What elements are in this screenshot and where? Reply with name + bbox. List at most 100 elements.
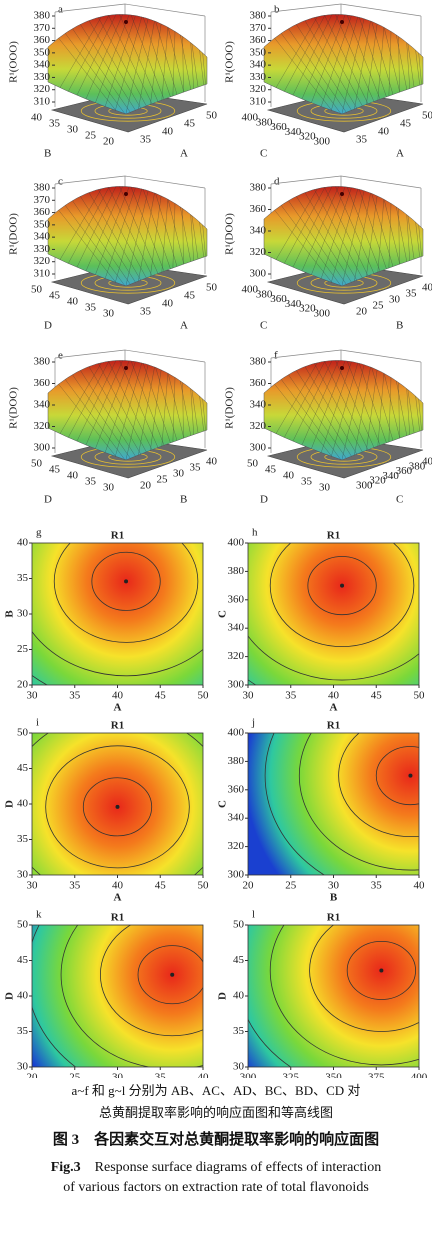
y-tick-label: 340: [228, 812, 245, 824]
x-tick-label: 30: [243, 690, 255, 702]
y-tick-label: 30: [17, 869, 29, 881]
z-axis-label: R¹(DOO): [224, 213, 236, 255]
surface: [263, 360, 424, 461]
surface-panel: d300320340360380R¹(DOO)40038036034032030…: [224, 176, 432, 332]
contour-panel: lR13003253503754003035404550CD: [217, 909, 428, 1096]
left-tick-label: 30: [67, 124, 79, 136]
mesh-line: [351, 360, 375, 461]
right-tick-label: 30: [389, 294, 401, 306]
right-axis-label: A: [396, 148, 404, 160]
right-axis-label: C: [396, 494, 403, 506]
left-tick-label: 35: [301, 476, 313, 488]
z-tick-label: 340: [250, 225, 267, 237]
contour-line: [298, 733, 419, 871]
z-tick-label: 340: [34, 399, 51, 411]
right-tick-label: 30: [173, 468, 185, 480]
z-tick-label: 360: [250, 377, 267, 389]
mesh-line: [305, 360, 372, 461]
panel-letter: h: [252, 527, 258, 539]
right-tick-label: 35: [406, 288, 418, 300]
mesh-line: [327, 186, 363, 287]
y-tick-label: 320: [228, 650, 245, 662]
surface: [47, 360, 208, 461]
z-tick-label: 370: [34, 22, 51, 34]
x-tick-label: 30: [27, 690, 39, 702]
contour-title: R1: [327, 720, 340, 732]
x-tick-label: 20: [243, 880, 255, 892]
contour-line: [100, 925, 203, 1037]
x-tick-label: 25: [285, 880, 297, 892]
contour-fill: [31, 924, 204, 1068]
x-tick-label: 40: [198, 1072, 210, 1078]
x-tick-label: 45: [371, 690, 383, 702]
y-tick-label: 50: [17, 727, 29, 739]
z-tick-label: 380: [250, 10, 267, 22]
contour-line: [309, 925, 419, 1032]
right-tick-label: 45: [184, 290, 196, 302]
z-tick-label: 320: [34, 255, 51, 267]
z-tick-label: 320: [34, 420, 51, 432]
x-tick-label: 40: [328, 690, 340, 702]
mesh-line: [99, 14, 141, 115]
mesh-line: [99, 360, 141, 461]
z-tick-label: 300: [250, 268, 267, 280]
y-tick-label: 380: [228, 755, 245, 767]
contour-lines: [32, 925, 203, 1067]
mesh-line: [315, 14, 357, 115]
contour-line: [248, 635, 419, 681]
left-tick-label: 360: [270, 121, 287, 133]
contour-panel: j R1 20 25 30 35 40 300 320 340 360 380 400 B C: [217, 717, 425, 904]
mesh-line: [77, 14, 150, 115]
y-tick-label: 35: [17, 572, 29, 584]
contour-fill: [31, 542, 204, 686]
contour-panel: i R1 30 35 40 45 50 30 35 40 45 50 A D: [4, 717, 209, 904]
y-tick-label: 30: [17, 1061, 29, 1073]
z-tick-label: 330: [34, 71, 51, 83]
x-axis-label: B: [330, 892, 338, 904]
z-tick-label: 370: [34, 194, 51, 206]
optimum: [115, 804, 120, 809]
right-tick-label: 50: [422, 110, 432, 122]
y-tick-label: 40: [17, 537, 29, 549]
z-tick-label: 380: [34, 182, 51, 194]
mesh-line: [77, 360, 150, 461]
left-tick-label: 45: [49, 290, 61, 302]
left-tick-label: 30: [319, 482, 331, 494]
x-tick-label: 35: [155, 1072, 167, 1078]
caption-en-text: Response surface diagrams of effects of …: [94, 1160, 382, 1175]
left-axis-label: C: [260, 148, 267, 160]
contour-lines: [264, 733, 419, 875]
optimum: [340, 583, 345, 588]
left-tick-label: 360: [270, 293, 287, 305]
z-tick-label: 310: [34, 96, 51, 108]
panel-letter: e: [58, 350, 63, 362]
left-tick-label: 40: [67, 470, 79, 482]
right-tick-label: 35: [140, 134, 152, 146]
contour-line: [269, 925, 419, 1066]
z-tick-label: 310: [250, 96, 267, 108]
mesh-line: [89, 360, 156, 461]
z-tick-label: 360: [250, 203, 267, 215]
z-tick-label: 350: [34, 46, 51, 58]
z-tick-label: 340: [34, 231, 51, 243]
z-tick-label: 320: [250, 83, 267, 95]
panel-letter: f: [274, 350, 278, 362]
contour-lines: [248, 925, 419, 1067]
y-axis-label: D: [217, 992, 229, 1000]
left-tick-label: 300: [314, 308, 331, 320]
mesh-line: [135, 360, 159, 461]
left-tick-label: 25: [85, 130, 97, 142]
x-tick-label: 35: [69, 690, 81, 702]
y-tick-label: 35: [17, 1025, 29, 1037]
z-tick-label: 330: [34, 243, 51, 255]
z-tick-label: 370: [250, 22, 267, 34]
z-tick-label: 320: [250, 246, 267, 258]
mesh-line: [339, 186, 369, 287]
x-tick-label: 35: [285, 690, 297, 702]
mesh-line: [77, 186, 150, 287]
y-axis-label: D: [4, 992, 16, 1000]
mesh-line: [426, 2, 431, 122]
caption-note: 总黄酮提取率影响的响应面图和等高线图: [98, 1105, 333, 1120]
